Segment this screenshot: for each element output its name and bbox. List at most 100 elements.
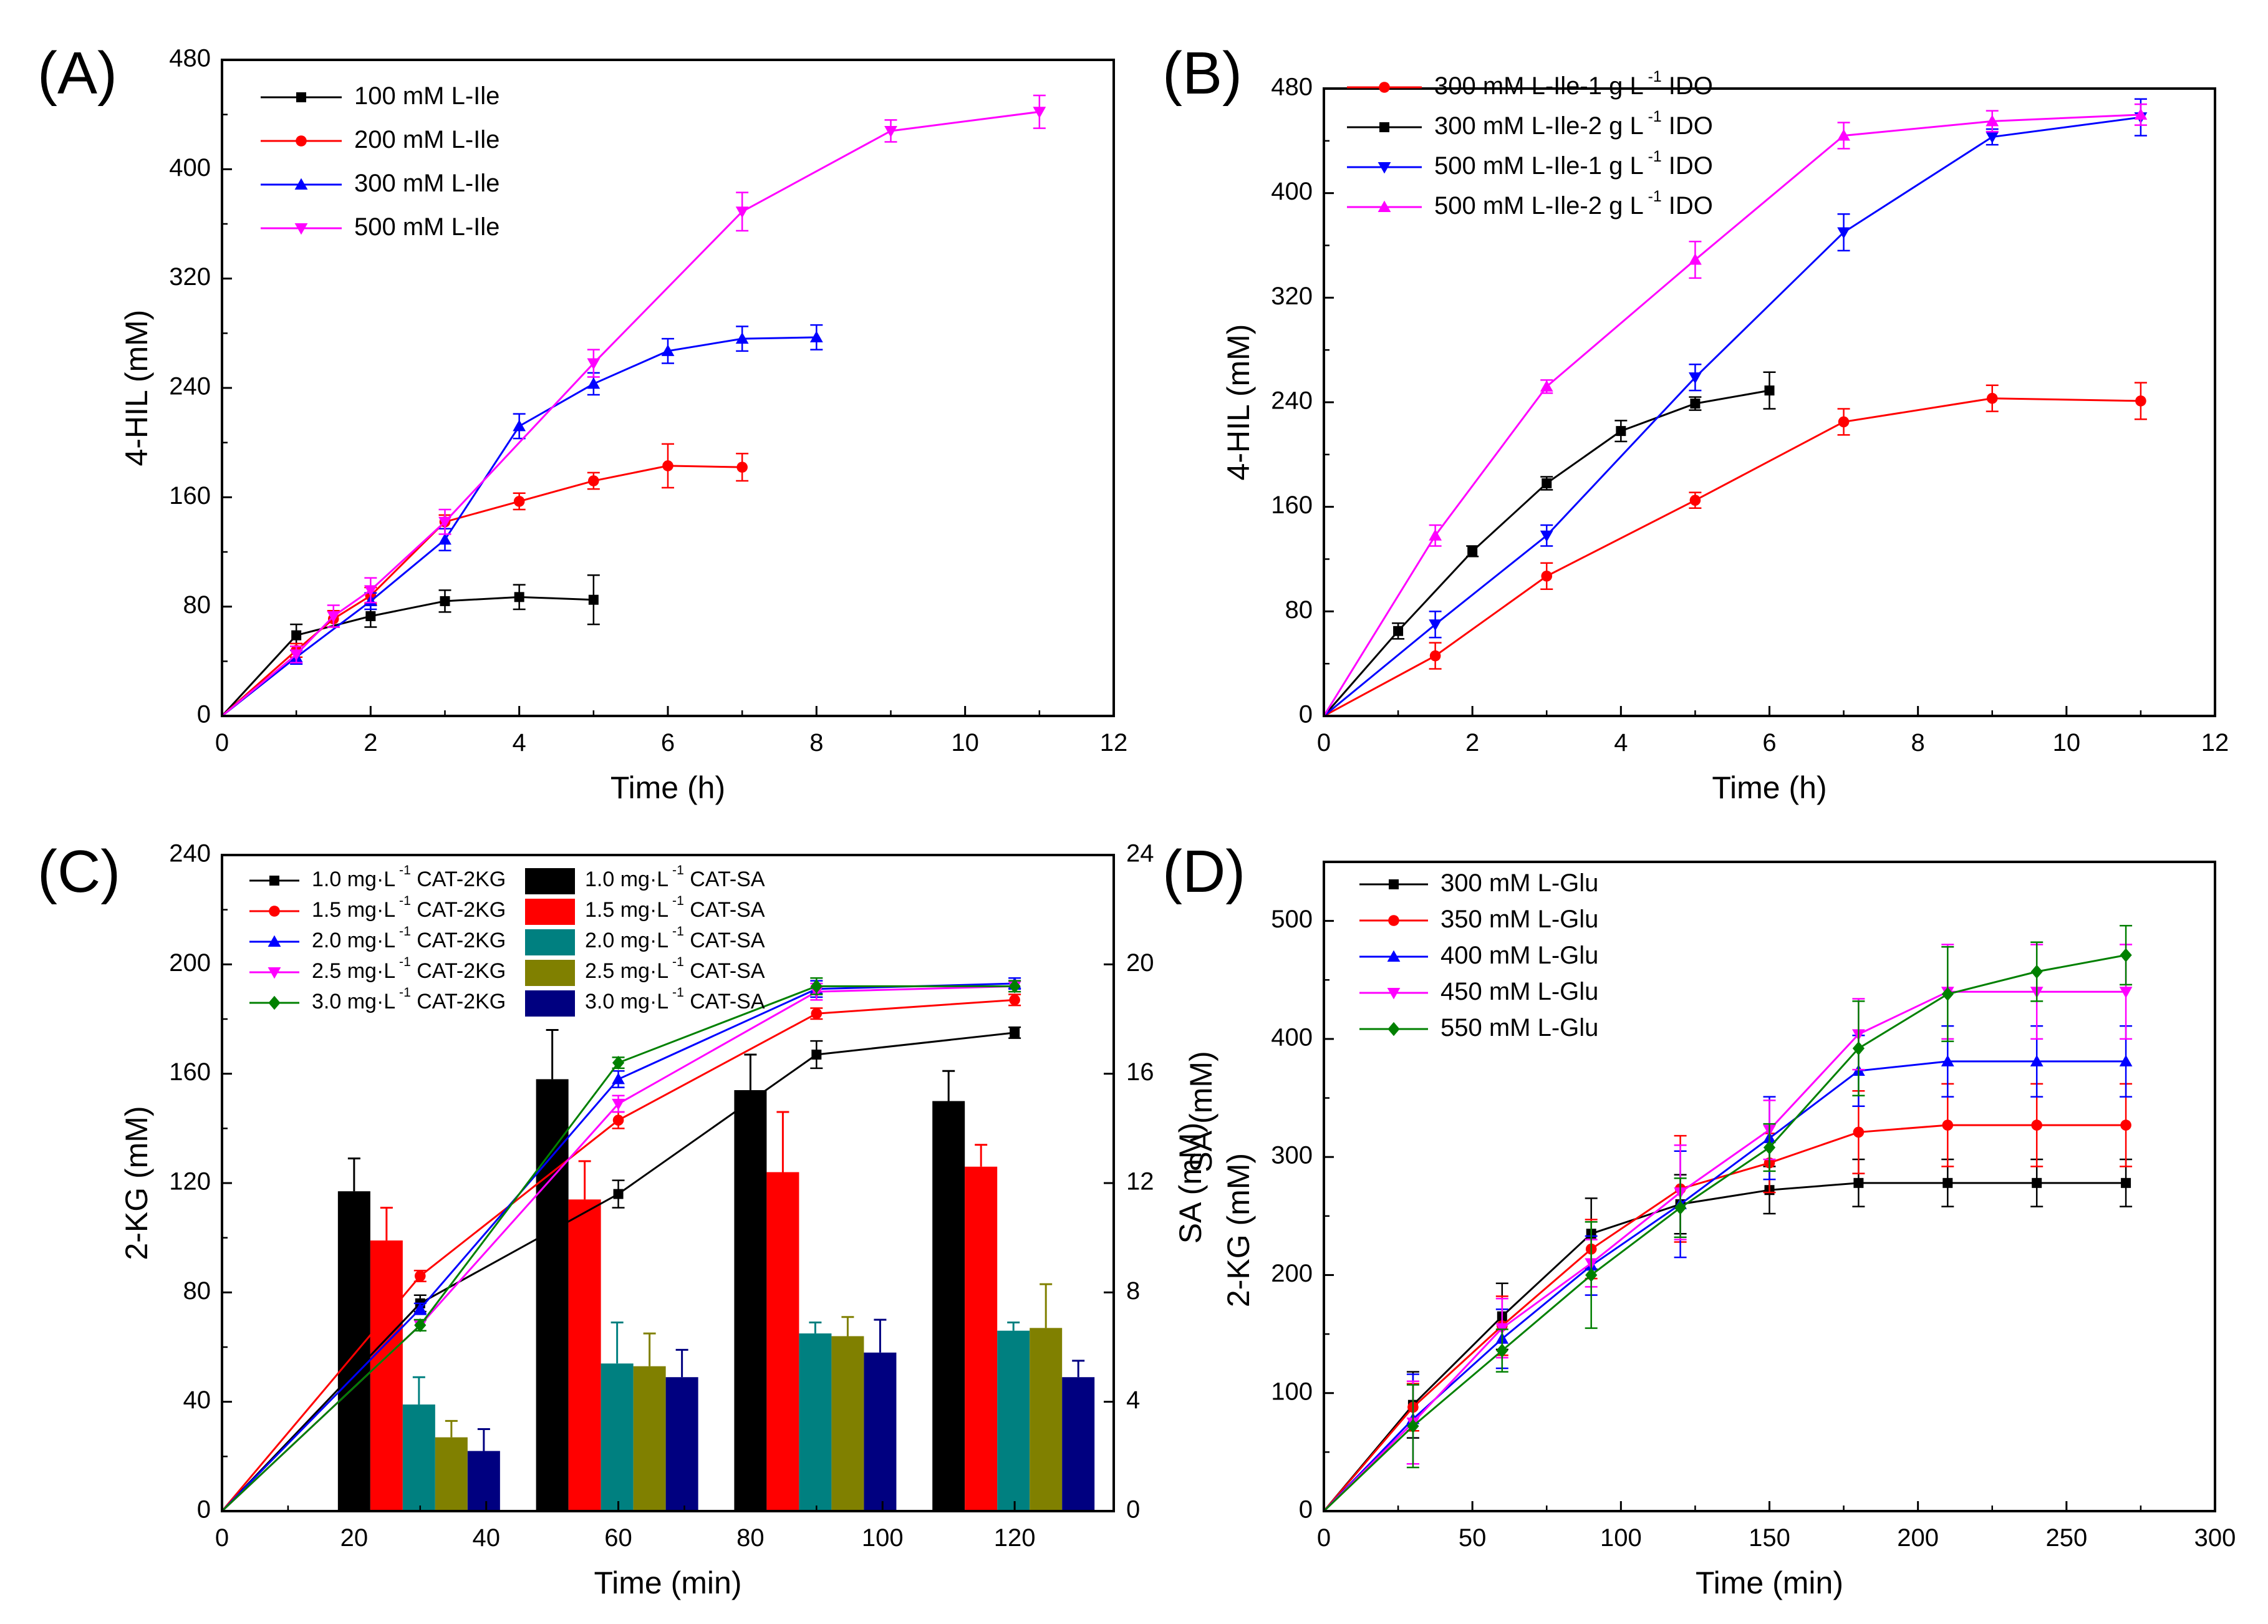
x-tick-label: 40 xyxy=(472,1524,500,1552)
x-tick-label: 0 xyxy=(1317,729,1331,756)
legend-label: 200 mM L-Ile xyxy=(354,126,499,153)
x-tick-label: 4 xyxy=(1614,729,1628,756)
panel-d: (D) 0 50 100 150 200 250 300 0 100 200 300 400 500 Tim… xyxy=(1162,838,2236,1600)
x-tick-label: 250 xyxy=(2045,1524,2087,1552)
x-tick-label: 2 xyxy=(364,729,377,756)
data-point xyxy=(1852,1041,1865,1056)
data-point xyxy=(587,377,601,389)
data-point xyxy=(1674,1201,1687,1215)
series-line xyxy=(221,336,817,717)
legend-label: 3.0 mg·L -1 CAT-SA xyxy=(585,985,765,1013)
right-tick-label: 4 xyxy=(1126,1386,1140,1414)
legend-label: 3.0 mg·L -1 CAT-2KG xyxy=(312,985,506,1013)
data-point xyxy=(735,332,749,344)
data-point xyxy=(1986,114,1999,127)
legend: 300 mM L-Glu 350 mM L-Glu 400 mM L-Glu 450 … xyxy=(1359,869,1598,1042)
legend-marker xyxy=(296,135,307,147)
data-point xyxy=(1585,1268,1598,1282)
data-point xyxy=(612,1055,625,1070)
right-tick-label: 12 xyxy=(1126,1168,1154,1196)
x-tick-label: 150 xyxy=(1749,1524,1790,1552)
data-point xyxy=(2032,1177,2042,1188)
legend-label: 300 mM L-Ile-1 g L -1 IDO xyxy=(1434,69,1713,100)
data-point xyxy=(1853,1126,1865,1138)
x-tick-label: 300 xyxy=(2194,1524,2236,1552)
x-axis-label: Time (min) xyxy=(594,1565,741,1600)
panel-label: (C) xyxy=(37,838,120,905)
data-point xyxy=(811,1008,823,1020)
data-point xyxy=(2030,964,2043,979)
data-point xyxy=(2030,1055,2044,1066)
legend-label: 1.5 mg·L -1 CAT-2KG xyxy=(312,894,506,922)
data-point xyxy=(1540,380,1553,392)
series-400-mm-l-glu xyxy=(1323,1025,2133,1512)
legend-marker xyxy=(294,178,308,190)
legend-marker xyxy=(1387,950,1401,962)
data-point xyxy=(2120,1119,2131,1131)
bar-2-5-mg-l-cat-sa xyxy=(831,1336,864,1511)
data-point xyxy=(1941,987,1954,1002)
series-300-mm-l-glu xyxy=(1323,1158,2133,1512)
data-point xyxy=(1689,372,1702,384)
data-point xyxy=(1853,1177,1864,1188)
y-axis-label: 2-KG (mM) xyxy=(119,1106,154,1260)
y-tick-label: 200 xyxy=(169,949,211,977)
legend-marker xyxy=(1389,879,1399,889)
series-300-mm-l-ile-1-g-l-ido xyxy=(1323,382,2147,717)
legend-marker xyxy=(294,223,308,235)
series-line xyxy=(221,596,594,717)
series-line xyxy=(1323,1182,2126,1512)
bar-1-5-mg-l-cat-sa xyxy=(568,1199,601,1511)
bar-2-0-mg-l-cat-sa xyxy=(799,1333,832,1511)
y-axis-label-secondary: SA (mM) xyxy=(1184,1051,1218,1172)
bar-2-5-mg-l-cat-sa xyxy=(435,1437,468,1511)
series-300-mm-l-ile xyxy=(221,324,823,717)
y-tick-label: 400 xyxy=(1271,1023,1313,1051)
bar-2-5-mg-l-cat-sa xyxy=(633,1366,666,1511)
legend-marker xyxy=(1387,1022,1400,1037)
x-tick-label: 200 xyxy=(1897,1524,1939,1552)
data-point xyxy=(1986,132,1999,143)
data-point xyxy=(662,460,673,471)
y-tick-label: 80 xyxy=(1285,596,1313,624)
data-point xyxy=(364,585,377,597)
legend-label: 2.0 mg·L -1 CAT-SA xyxy=(585,924,765,952)
bar-1-0-mg-l-cat-sa xyxy=(337,1191,370,1511)
data-point xyxy=(661,344,675,356)
y-tick-label: 100 xyxy=(1271,1378,1313,1405)
data-point xyxy=(2031,1119,2042,1131)
bar-3-0-mg-l-cat-sa xyxy=(864,1352,897,1511)
series-500-mm-l-ile xyxy=(221,94,1046,717)
legend-marker xyxy=(1388,915,1399,926)
y-tick-label: 480 xyxy=(1271,74,1313,101)
legend-label: 300 mM L-Ile xyxy=(354,170,499,197)
legend-label: 2.5 mg·L -1 CAT-2KG xyxy=(312,955,506,983)
y-tick-label: 80 xyxy=(183,1277,211,1305)
y-tick-label: 0 xyxy=(197,701,211,728)
data-point xyxy=(2134,108,2148,120)
legend-label: 450 mM L-Glu xyxy=(1440,978,1598,1005)
data-point xyxy=(612,1114,624,1126)
data-point xyxy=(1941,1055,1954,1066)
x-tick-label: 100 xyxy=(862,1524,904,1552)
y-axis-label: 4-HIL (mM) xyxy=(119,310,154,466)
y-tick-label: 200 xyxy=(1271,1260,1313,1287)
legend-label: 2.5 mg·L -1 CAT-SA xyxy=(585,955,765,983)
series-line xyxy=(221,465,743,717)
data-point xyxy=(1467,546,1478,556)
bar-1-5-mg-l-cat-sa xyxy=(370,1240,403,1511)
legend-marker xyxy=(1378,200,1391,212)
series-300-mm-l-ile-2-g-l-ido xyxy=(1323,371,1776,717)
data-point xyxy=(1429,650,1441,662)
data-point xyxy=(1033,107,1046,118)
legend-marker xyxy=(269,906,280,917)
y-tick-label: 320 xyxy=(169,263,211,291)
series-line xyxy=(1323,1060,2126,1512)
legend-marker xyxy=(268,967,281,979)
y-tick-label: 400 xyxy=(169,154,211,181)
data-point xyxy=(2135,395,2146,407)
right-tick-label: 8 xyxy=(1126,1277,1140,1305)
panel-b: (B) 0 2 4 6 8 10 12 0 80 160 240 320 400 480 Time (h) 4-… xyxy=(1162,40,2229,805)
series-line xyxy=(1323,389,1770,717)
